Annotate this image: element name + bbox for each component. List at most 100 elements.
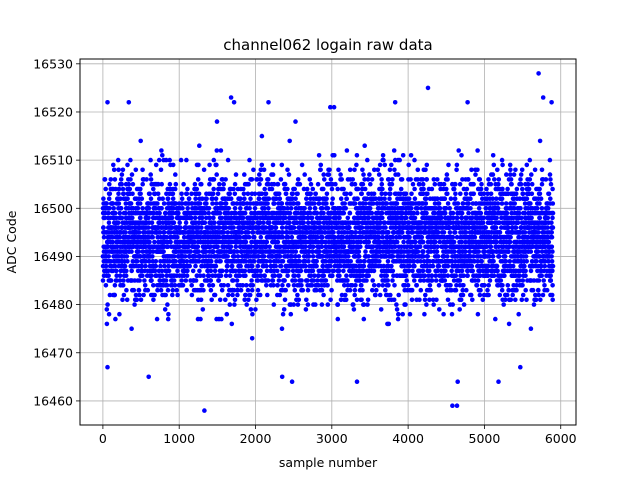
data-point: [228, 196, 234, 201]
data-point: [278, 244, 283, 250]
data-point: [362, 186, 368, 192]
data-point: [148, 172, 153, 177]
data-point: [264, 259, 269, 264]
data-point: [232, 297, 238, 303]
data-point: [212, 220, 217, 225]
data-point: [464, 287, 469, 293]
data-point: [371, 191, 377, 197]
data-point: [352, 292, 358, 298]
data-point: [264, 283, 269, 288]
data-point: [445, 273, 451, 279]
data-point: [417, 297, 422, 303]
data-point: [285, 234, 291, 240]
data-point: [192, 215, 198, 221]
data-point: [159, 148, 164, 153]
data-point: [293, 196, 298, 201]
data-point: [329, 201, 335, 206]
data-point: [158, 287, 164, 293]
data-point: [196, 249, 201, 254]
data-point: [221, 230, 227, 235]
data-point: [217, 297, 223, 303]
data-point: [285, 167, 290, 173]
data-point: [214, 148, 220, 153]
data-point: [200, 196, 205, 201]
data-point: [105, 244, 111, 250]
data-point: [305, 287, 311, 293]
data-point: [156, 181, 161, 187]
data-point: [469, 263, 475, 269]
data-point: [370, 278, 376, 283]
data-point: [392, 167, 397, 173]
data-point: [302, 206, 307, 211]
data-point: [211, 249, 216, 254]
data-point: [476, 249, 482, 254]
data-point: [479, 259, 485, 264]
data-point: [380, 215, 385, 221]
data-point: [264, 239, 270, 245]
data-point: [140, 249, 146, 254]
data-point: [148, 157, 153, 163]
data-point: [234, 201, 240, 206]
data-point: [165, 287, 171, 293]
data-point: [159, 268, 165, 274]
data-point: [161, 249, 166, 254]
data-point: [137, 201, 143, 206]
data-point: [324, 191, 330, 197]
data-point: [248, 201, 253, 206]
data-point: [312, 206, 318, 211]
data-point: [474, 283, 480, 288]
data-point: [331, 230, 336, 235]
data-point: [114, 273, 119, 279]
data-point: [103, 283, 109, 288]
data-point: [273, 225, 279, 230]
data-point: [281, 220, 286, 225]
data-point: [257, 220, 263, 225]
data-point: [266, 220, 272, 225]
data-point: [301, 220, 307, 225]
data-point: [173, 259, 178, 264]
data-point: [267, 259, 273, 264]
data-point: [100, 278, 106, 283]
data-point: [217, 181, 222, 187]
data-point: [396, 292, 402, 298]
data-point: [185, 268, 190, 274]
data-point: [356, 249, 362, 254]
data-point: [461, 283, 466, 288]
data-point: [174, 287, 180, 293]
data-point: [145, 287, 151, 293]
data-point: [471, 181, 476, 187]
data-point: [254, 297, 259, 303]
data-point: [295, 191, 300, 197]
data-point: [199, 215, 205, 221]
data-point: [362, 143, 368, 148]
data-point: [110, 201, 116, 206]
data-point: [266, 206, 271, 211]
data-point: [249, 336, 255, 341]
data-point: [160, 196, 165, 201]
data-point: [139, 196, 145, 201]
data-point: [271, 283, 276, 288]
data-point: [115, 220, 121, 225]
data-point: [423, 201, 429, 206]
data-point: [410, 230, 416, 235]
data-point: [232, 206, 238, 211]
data-point: [394, 239, 400, 245]
data-point: [265, 292, 270, 298]
data-point: [431, 302, 437, 307]
data-point: [450, 234, 456, 240]
data-point: [383, 225, 388, 230]
data-point: [202, 220, 208, 225]
data-point: [316, 153, 322, 158]
data-point: [159, 181, 164, 187]
data-point: [359, 191, 365, 197]
data-point: [193, 278, 199, 283]
data-point: [429, 278, 435, 283]
data-point: [470, 297, 475, 303]
data-point: [238, 287, 244, 293]
data-point: [277, 254, 283, 259]
data-point: [117, 278, 123, 283]
data-point: [265, 278, 271, 283]
data-point: [291, 302, 297, 307]
data-point: [242, 210, 248, 216]
data-point: [140, 167, 145, 173]
